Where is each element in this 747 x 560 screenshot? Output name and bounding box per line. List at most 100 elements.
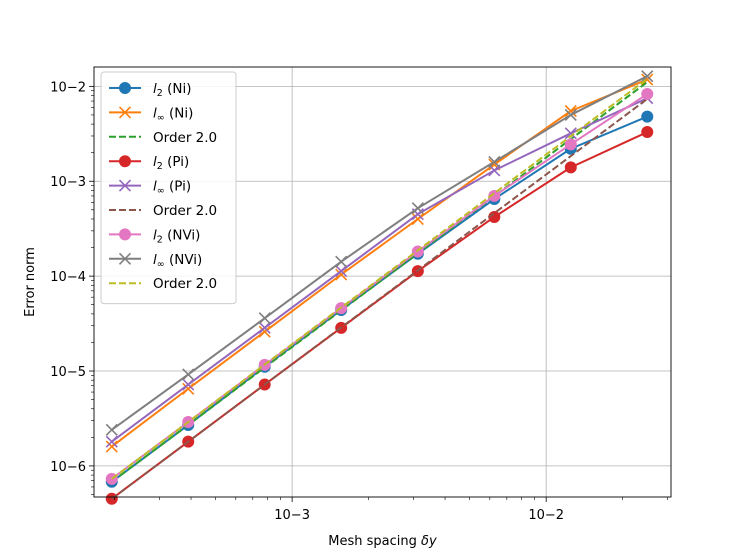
data-point — [564, 104, 577, 118]
marker-stroke — [564, 108, 577, 121]
marker-stroke — [335, 265, 348, 278]
legend-entry-1: l∞ (Ni) — [109, 105, 193, 123]
legend-entry-0: l2 (Ni) — [109, 81, 192, 99]
series-line — [111, 75, 648, 431]
data-point — [258, 321, 271, 334]
legend-entry-6: l2 (NVi) — [109, 227, 200, 245]
legend-entry-5: Order 2.0 — [109, 203, 217, 219]
data-point — [488, 164, 501, 177]
legend-label: l2 (NVi) — [153, 227, 200, 245]
legend-marker — [119, 82, 131, 94]
legend-label: l∞ (NVi) — [153, 252, 202, 270]
x-axis-label: Mesh spacing δy — [328, 534, 437, 549]
marker-stroke — [411, 212, 424, 226]
marker-stroke — [182, 368, 195, 381]
marker-stroke — [118, 252, 132, 265]
data-point — [335, 265, 348, 278]
data-point — [411, 212, 424, 226]
legend-marker — [118, 106, 132, 119]
data-point — [564, 127, 577, 140]
marker-stroke — [488, 164, 501, 177]
marker-stroke — [335, 268, 348, 281]
legend-entry-7: l∞ (NVi) — [109, 252, 202, 270]
series-2 — [111, 81, 648, 483]
legend-label: l∞ (Pi) — [153, 179, 191, 197]
marker-stroke — [641, 70, 654, 83]
marker-stroke — [105, 440, 118, 453]
marker-stroke — [258, 312, 271, 325]
series-5 — [111, 98, 648, 500]
legend-entry-2: Order 2.0 — [109, 130, 217, 146]
y-tick-label: 10−6 — [50, 460, 86, 475]
legend-label: l2 (Pi) — [153, 154, 189, 172]
data-point — [182, 382, 195, 395]
data-point — [641, 110, 654, 123]
marker-stroke — [641, 73, 654, 86]
data-point — [411, 202, 424, 215]
data-point — [105, 423, 118, 436]
marker-stroke — [335, 255, 348, 268]
legend: l2 (Ni) l∞ (Ni) Order 2.0 l2 (Pi) l∞ (Pi) Ord… — [100, 71, 237, 305]
data-point — [105, 440, 118, 453]
data-point — [564, 161, 577, 174]
data-point — [335, 268, 348, 281]
plot-series — [105, 70, 654, 505]
legend-marker — [119, 228, 131, 241]
data-point — [182, 378, 195, 391]
marker-stroke — [118, 179, 132, 192]
marker-stroke — [488, 158, 501, 171]
data-point — [641, 126, 654, 139]
legend-label: l∞ (Ni) — [153, 105, 193, 123]
marker-stroke — [411, 202, 424, 215]
marker-stroke — [488, 155, 501, 168]
legend-marker — [119, 155, 131, 168]
legend-entry-3: l2 (Pi) — [109, 154, 189, 172]
data-point — [335, 255, 348, 268]
data-point — [564, 108, 577, 121]
y-tick-label: 10−4 — [50, 270, 86, 285]
legend-marker — [118, 179, 132, 192]
x-tick-label: 10−3 — [274, 508, 310, 523]
marker-stroke — [411, 208, 424, 221]
legend-entry-4: l∞ (Pi) — [109, 179, 191, 197]
marker-stroke — [105, 435, 118, 448]
series-8 — [111, 78, 648, 480]
series-7 — [105, 70, 654, 436]
series-line — [111, 78, 648, 480]
data-point — [564, 138, 577, 151]
data-point — [641, 88, 654, 101]
marker-stroke — [564, 104, 577, 118]
legend-box — [100, 71, 237, 305]
series-line — [111, 78, 648, 448]
legend-label: Order 2.0 — [153, 130, 217, 146]
series-line — [111, 81, 648, 483]
grid — [94, 67, 671, 497]
legend-label: l2 (Ni) — [153, 81, 192, 99]
marker-stroke — [182, 382, 195, 395]
marker-stroke — [118, 106, 132, 119]
legend-label: Order 2.0 — [153, 203, 217, 219]
legend-marker — [118, 252, 132, 265]
marker-stroke — [105, 423, 118, 436]
data-point — [488, 155, 501, 168]
series-line — [111, 98, 648, 500]
data-point — [258, 325, 271, 338]
legend-label: Order 2.0 — [153, 276, 217, 292]
marker-stroke — [182, 378, 195, 391]
data-point — [641, 70, 654, 83]
data-point — [258, 312, 271, 325]
x-tick-label: 10−2 — [528, 508, 564, 523]
y-tick-label: 10−2 — [50, 80, 86, 95]
y-tick-label: 10−3 — [50, 175, 86, 190]
data-point — [641, 73, 654, 86]
legend-entry-8: Order 2.0 — [109, 276, 217, 292]
marker-stroke — [258, 325, 271, 338]
series-line — [111, 97, 648, 443]
data-point — [182, 368, 195, 381]
data-point — [105, 435, 118, 448]
marker-stroke — [258, 321, 271, 334]
y-tick-label: 10−5 — [50, 365, 86, 380]
plot-frame — [93, 66, 672, 498]
y-axis-label: Error norm — [23, 247, 38, 317]
